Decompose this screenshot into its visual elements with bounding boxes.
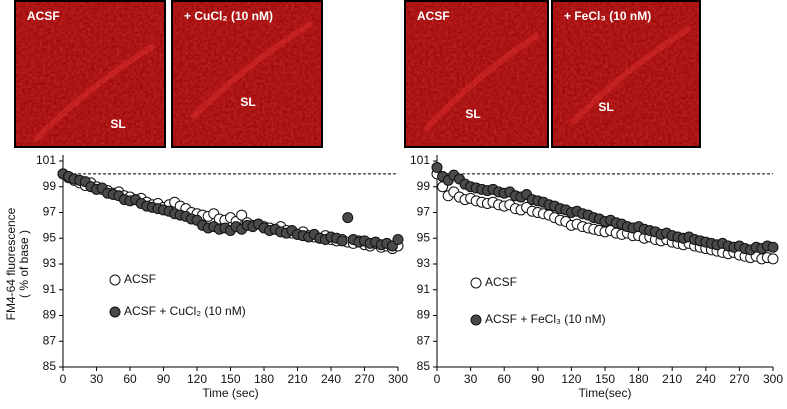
y-tick-label: 95 [417,230,431,244]
y-tick-label: 91 [43,282,57,296]
x-tick-label: 90 [157,372,171,386]
y-axis-label: ( % of base ) [17,230,31,298]
cell-layer [422,32,540,133]
micrograph: + FeCl₃ (10 nM) SL [551,0,701,148]
x-tick-label: 90 [531,372,545,386]
x-axis-label: Time(sec) [579,386,632,400]
data-point [342,212,354,224]
region-label: SL [598,100,613,114]
legend-label: ACSF [485,275,517,289]
y-tick-label: 97 [43,205,57,219]
x-tick-label: 150 [595,372,615,386]
x-tick-label: 120 [187,372,207,386]
y-tick-label: 99 [417,179,431,193]
x-tick-label: 0 [60,372,67,386]
y-tick-label: 85 [43,359,57,373]
x-tick-label: 300 [388,372,408,386]
x-tick-label: 210 [662,372,682,386]
legend-marker [109,274,121,286]
x-tick-label: 30 [90,372,104,386]
x-tick-label: 150 [220,372,240,386]
image-label: + FeCl₃ (10 nM) [564,9,651,23]
y-tick-label: 95 [43,230,57,244]
y-tick-label: 101 [410,153,430,167]
legend-marker [109,306,121,318]
x-tick-label: 60 [498,372,512,386]
legend-marker [470,277,482,289]
region-label: SL [465,107,480,121]
y-tick-label: 93 [417,256,431,270]
micrograph: ACSF SL [404,0,549,148]
micrograph: ACSF SL [14,0,166,148]
data-point [431,161,443,173]
x-tick-label: 270 [729,372,749,386]
cell-layer [189,20,314,121]
legend-label: ACSF [124,272,156,286]
cell-layer [569,25,692,126]
x-tick-label: 270 [354,372,374,386]
x-tick-label: 300 [763,372,783,386]
x-tick-label: 120 [561,372,581,386]
data-point [392,234,404,246]
x-tick-label: 210 [287,372,307,386]
x-tick-label: 0 [434,372,441,386]
x-axis-label: Time (sec) [202,386,258,400]
image-texture [406,2,547,146]
image-texture [173,2,321,146]
y-tick-label: 87 [417,333,431,347]
image-texture [16,2,164,146]
y-tick-label: 97 [417,205,431,219]
y-tick-label: 91 [417,282,431,296]
x-tick-label: 60 [123,372,137,386]
x-tick-label: 30 [464,372,478,386]
region-label: SL [110,117,125,131]
image-label: + CuCl₂ (10 nM) [184,9,273,23]
region-label: SL [240,95,255,109]
data-point [336,235,348,247]
x-tick-label: 240 [696,372,716,386]
x-tick-label: 180 [629,372,649,386]
y-tick-label: 89 [43,308,57,322]
data-point [767,241,779,253]
image-label: ACSF [417,9,450,23]
y-tick-label: 93 [43,256,57,270]
data-point [767,253,779,265]
cell-layer [32,42,157,143]
legend-label: ACSF + FeCl₃ (10 nM) [485,312,606,326]
y-axis-label: FM4-64 fluorescence [4,207,18,320]
y-tick-label: 101 [36,153,56,167]
image-texture [553,2,699,146]
data-point [236,209,248,221]
x-tick-label: 240 [321,372,341,386]
micrograph: + CuCl₂ (10 nM) SL [171,0,323,148]
legend-marker [470,314,482,326]
legend-label: ACSF + CuCl₂ (10 nM) [124,304,246,318]
y-tick-label: 89 [417,308,431,322]
x-tick-label: 180 [254,372,274,386]
image-label: ACSF [27,9,60,23]
y-tick-label: 85 [417,359,431,373]
y-tick-label: 99 [43,179,57,193]
y-tick-label: 87 [43,333,57,347]
